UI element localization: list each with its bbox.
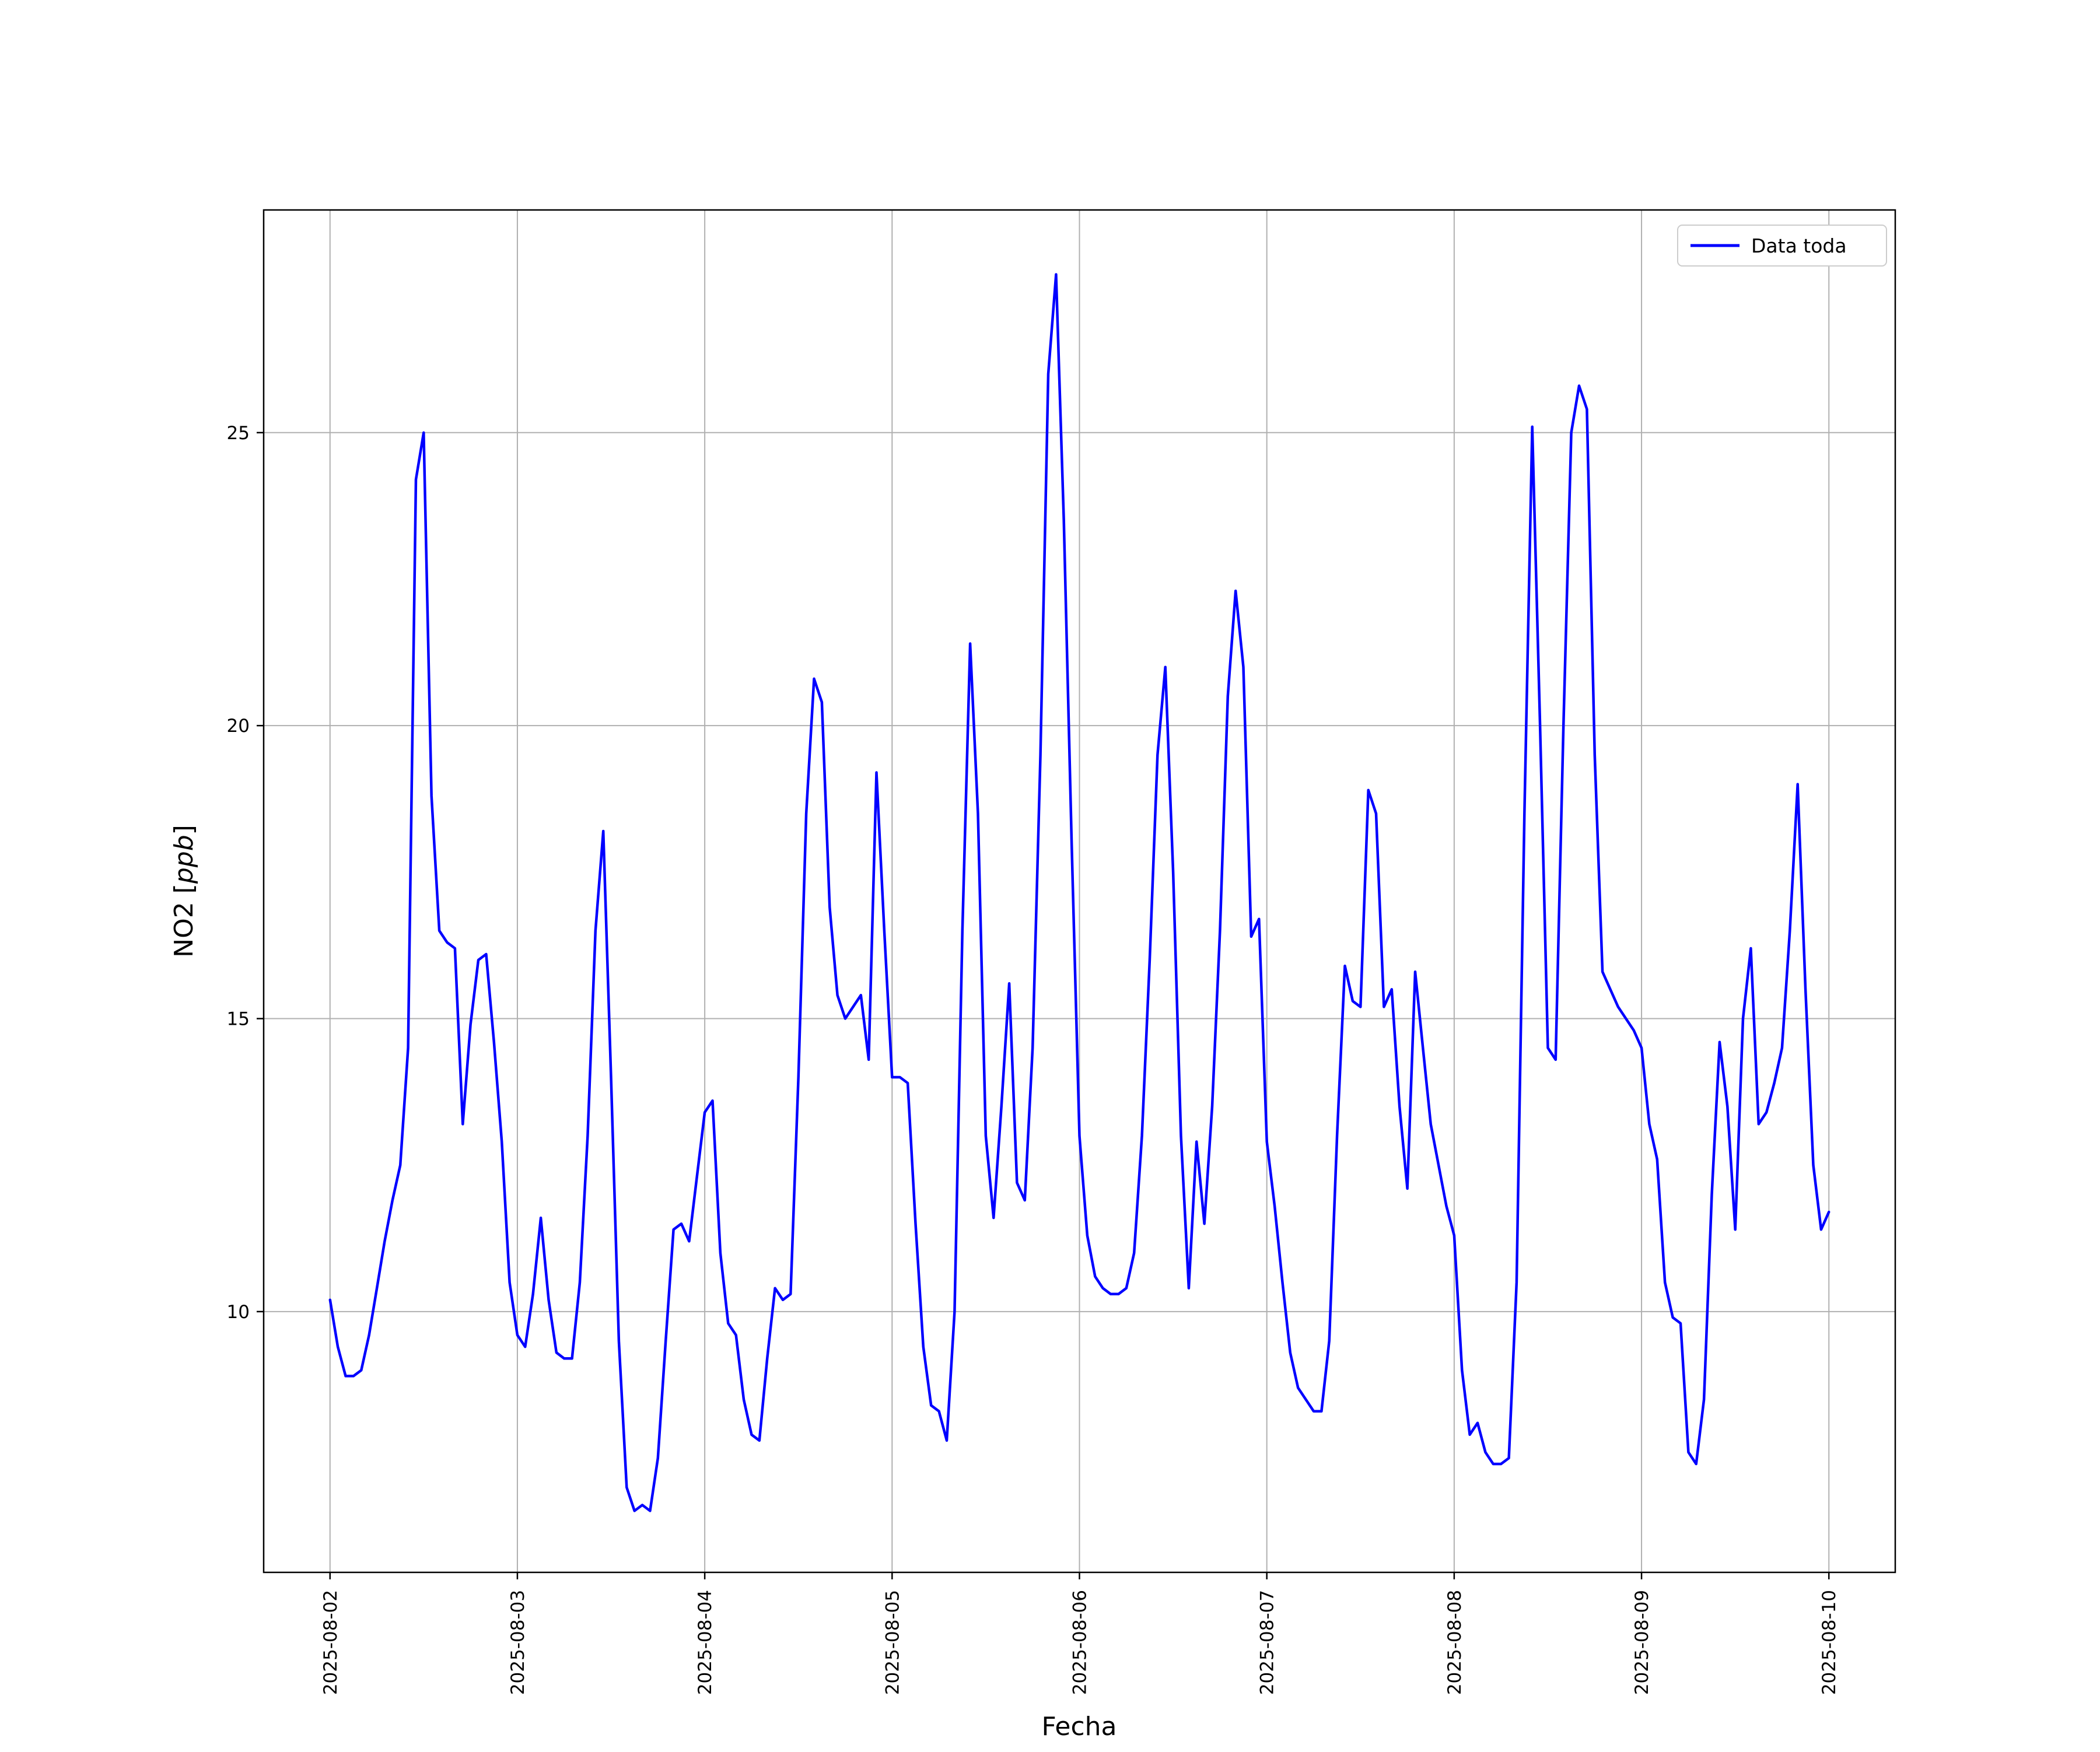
x-tick-label: 2025-08-09 <box>1632 1590 1653 1695</box>
y-tick-label: 20 <box>227 716 250 737</box>
legend-label: Data toda <box>1751 234 1847 257</box>
y-axis-label-unit: ppb <box>169 835 199 884</box>
y-axis-label: NO2 [ppb] <box>169 825 199 958</box>
x-tick-label: 2025-08-10 <box>1819 1590 1840 1695</box>
x-tick-label: 2025-08-07 <box>1257 1590 1278 1695</box>
y-tick-label: 15 <box>227 1009 250 1030</box>
x-tick-label: 2025-08-02 <box>320 1590 341 1695</box>
x-tick-label: 2025-08-06 <box>1070 1590 1091 1695</box>
y-axis-label-suffix: ] <box>169 825 199 835</box>
y-tick-label: 25 <box>227 423 250 444</box>
x-tick-label: 2025-08-08 <box>1444 1590 1465 1695</box>
x-tick-label: 2025-08-04 <box>695 1590 716 1695</box>
x-tick-label: 2025-08-05 <box>882 1590 903 1695</box>
data-series <box>328 273 1831 1512</box>
x-tick-label: 2025-08-03 <box>508 1590 528 1695</box>
y-tick-label: 10 <box>227 1302 250 1323</box>
y-axis-label-prefix: NO2 [ <box>169 884 199 958</box>
x-axis-label: Fecha <box>1041 1712 1116 1742</box>
grid <box>264 210 1895 1572</box>
axis-ticks: 2025-08-02 2025-08-03 2025-08-04 2025-08-05… <box>227 423 1840 1695</box>
legend: Data toda <box>1677 225 1887 267</box>
no2-series-line <box>328 273 1831 1512</box>
legend-box <box>1677 225 1887 267</box>
